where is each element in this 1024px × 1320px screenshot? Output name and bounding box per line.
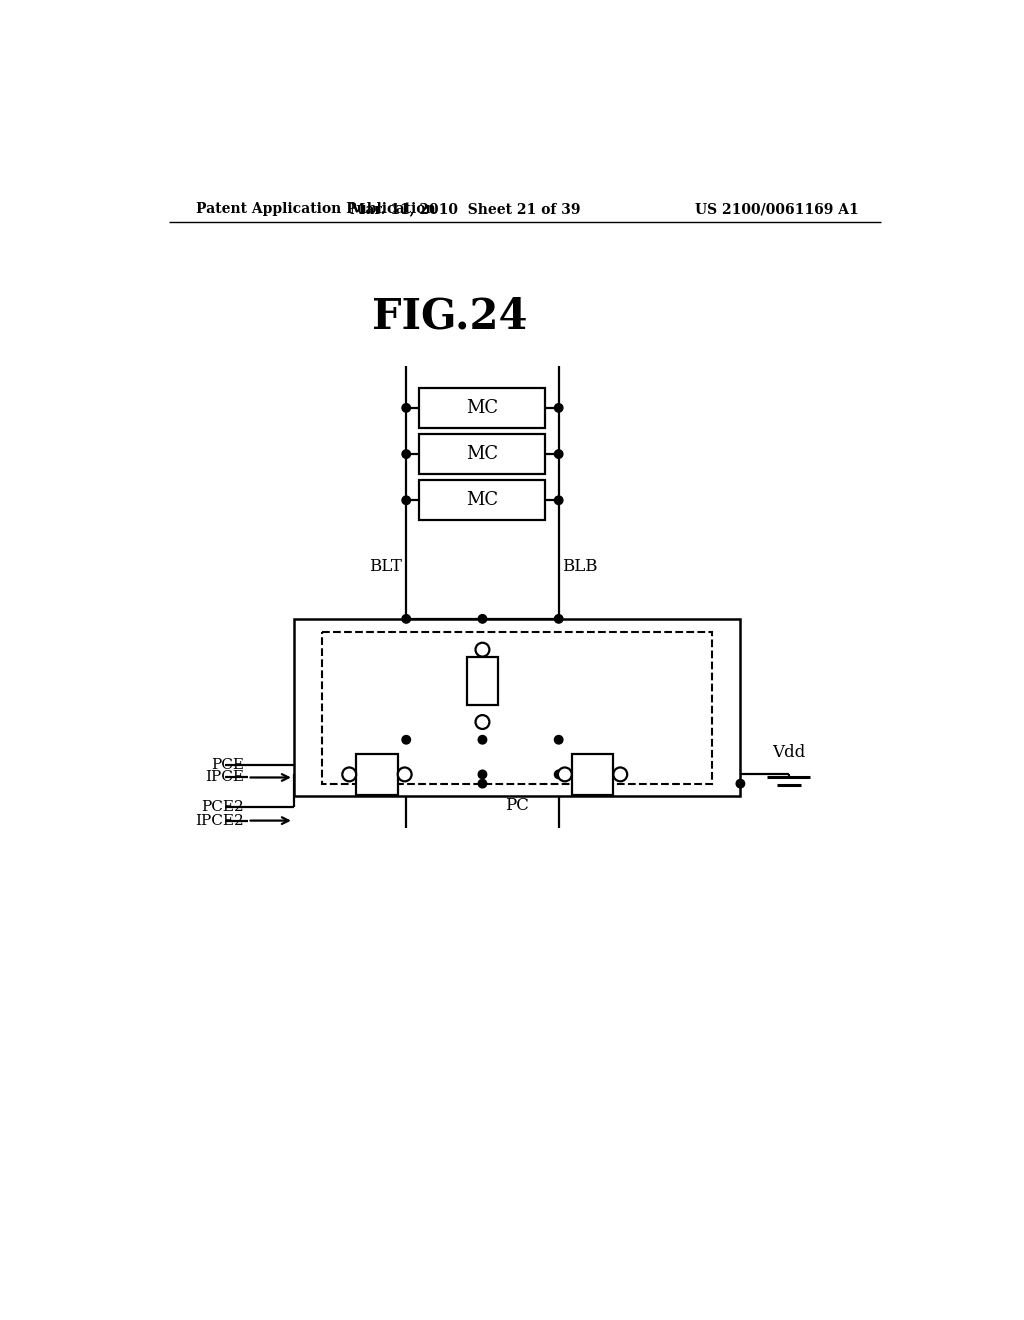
Text: Mar. 11, 2010  Sheet 21 of 39: Mar. 11, 2010 Sheet 21 of 39 — [350, 202, 581, 216]
Text: MC: MC — [466, 399, 498, 417]
Circle shape — [475, 715, 489, 729]
Text: Vdd: Vdd — [772, 744, 806, 762]
Circle shape — [397, 767, 412, 781]
Text: US 2100/0061169 A1: US 2100/0061169 A1 — [695, 202, 859, 216]
Circle shape — [478, 770, 486, 779]
Circle shape — [342, 767, 356, 781]
Bar — [322, 632, 712, 784]
Circle shape — [554, 770, 563, 779]
Text: PCE: PCE — [211, 758, 244, 772]
Text: BLB: BLB — [562, 558, 598, 576]
Circle shape — [402, 615, 411, 623]
Bar — [571, 754, 613, 795]
Circle shape — [402, 770, 411, 779]
Circle shape — [402, 404, 411, 412]
Circle shape — [402, 496, 411, 504]
Bar — [419, 388, 545, 428]
Bar — [356, 754, 397, 795]
Text: BLT: BLT — [370, 558, 402, 576]
Text: FIG.24: FIG.24 — [373, 296, 527, 337]
Text: Patent Application Publication: Patent Application Publication — [196, 202, 435, 216]
Text: PC: PC — [505, 797, 529, 813]
Text: MC: MC — [466, 445, 498, 463]
Circle shape — [478, 779, 486, 788]
Circle shape — [554, 404, 563, 412]
Circle shape — [402, 450, 411, 458]
Bar — [294, 619, 740, 796]
Bar — [419, 480, 545, 520]
Circle shape — [478, 735, 486, 744]
Circle shape — [554, 450, 563, 458]
Circle shape — [736, 779, 744, 788]
Bar — [467, 657, 498, 705]
Circle shape — [554, 496, 563, 504]
Text: PCE2: PCE2 — [201, 800, 244, 813]
Text: MC: MC — [466, 491, 498, 510]
Bar — [419, 434, 545, 474]
Text: IPCE: IPCE — [205, 771, 244, 784]
Circle shape — [478, 615, 486, 623]
Circle shape — [613, 767, 628, 781]
Circle shape — [554, 615, 563, 623]
Circle shape — [402, 735, 411, 744]
Circle shape — [558, 767, 571, 781]
Text: IPCE2: IPCE2 — [195, 813, 244, 828]
Circle shape — [554, 735, 563, 744]
Circle shape — [475, 643, 489, 656]
